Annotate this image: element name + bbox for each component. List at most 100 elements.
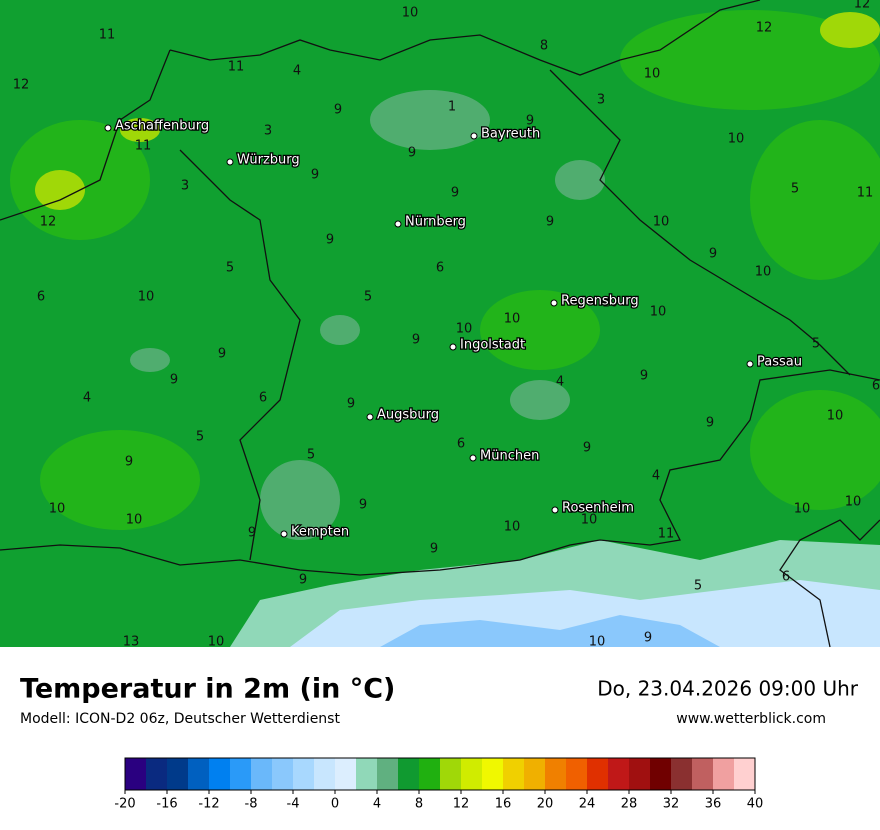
contour-label: 6 xyxy=(37,290,45,305)
contour-label: 9 xyxy=(526,114,534,129)
contour-label: 11 xyxy=(857,186,874,201)
contour-label: 9 xyxy=(412,333,420,348)
tick-label: 8 xyxy=(415,797,423,812)
contour-label: 5 xyxy=(226,261,234,276)
color-box xyxy=(293,758,315,790)
color-box xyxy=(629,758,651,790)
borders xyxy=(0,0,880,648)
tick-label: -8 xyxy=(245,797,258,812)
color-box xyxy=(335,758,357,790)
contour-label: 9 xyxy=(359,498,367,513)
color-box xyxy=(377,758,399,790)
contour-label: 9 xyxy=(170,373,178,388)
city-name: Augsburg xyxy=(377,408,439,423)
city-dot xyxy=(746,360,754,368)
city-dot xyxy=(226,158,234,166)
cities: Aschaffenburg Würzburg Bayreuth Nürnberg Reg… xyxy=(104,117,803,541)
city-dot xyxy=(104,124,112,132)
contour-label: 4 xyxy=(652,469,660,484)
contour-label: 11 xyxy=(135,139,152,154)
contour-label: 9 xyxy=(248,526,256,541)
color-box xyxy=(524,758,546,790)
contour-label: 10 xyxy=(589,635,606,650)
color-box xyxy=(482,758,504,790)
map: 10 12 11 11 4 8 12 12 10 1 9 9 3 3 11 10 9 9 3 9 5 11 12 9 10 9 9 5… xyxy=(0,0,880,650)
contour-label: 10 xyxy=(794,502,811,517)
city-dot xyxy=(280,530,288,538)
contour-label: 9 xyxy=(299,573,307,588)
colorbar: -20 -16 -12 -8 -4 0 4 8 12 16 20 24 28 32 36 40 xyxy=(114,757,763,812)
city-dot xyxy=(470,132,478,140)
site: www.wetterblick.com xyxy=(676,711,826,727)
contour-label: 3 xyxy=(181,179,189,194)
city-name: Kempten xyxy=(291,525,349,540)
color-box xyxy=(713,758,735,790)
contour-label: 4 xyxy=(556,375,564,390)
contour-label: 9 xyxy=(546,215,554,230)
contour-label: 9 xyxy=(218,347,226,362)
color-box xyxy=(419,758,441,790)
contour-label: 10 xyxy=(456,322,473,337)
city-dot xyxy=(551,506,559,514)
color-box xyxy=(356,758,378,790)
color-box xyxy=(230,758,252,790)
tick-label: 0 xyxy=(331,797,339,812)
color-box xyxy=(671,758,693,790)
contour-labels: 10 12 11 11 4 8 12 12 10 1 9 9 3 3 11 10 9 9 3 9 5 11 12 9 10 9 9 5… xyxy=(13,0,880,650)
contour-label: 10 xyxy=(581,513,598,528)
contour-label: 4 xyxy=(293,64,301,79)
contour-label: 9 xyxy=(706,416,714,431)
contour-label: 10 xyxy=(728,132,745,147)
color-box xyxy=(545,758,567,790)
color-box xyxy=(503,758,525,790)
contour-label: 4 xyxy=(83,391,91,406)
color-box xyxy=(440,758,462,790)
warm-spots xyxy=(35,12,880,210)
city-name: Würzburg xyxy=(237,153,300,168)
contour-label: 11 xyxy=(99,28,116,43)
contour-label: 9 xyxy=(334,103,342,118)
contour-label: 12 xyxy=(756,21,773,36)
contour-label: 6 xyxy=(872,379,880,394)
city-dot xyxy=(469,454,477,462)
contour-label: 10 xyxy=(845,495,862,510)
contour-label: 10 xyxy=(602,296,619,311)
city-name: München xyxy=(480,449,539,464)
warm-patches xyxy=(10,10,880,530)
color-box xyxy=(608,758,630,790)
color-box xyxy=(587,758,609,790)
contour-label: 9 xyxy=(347,397,355,412)
contour-label: 10 xyxy=(755,265,772,280)
color-box xyxy=(167,758,189,790)
color-box xyxy=(251,758,273,790)
color-box xyxy=(125,758,147,790)
contour-label: 9 xyxy=(311,168,319,183)
tick-label: -4 xyxy=(287,797,300,812)
contour-label: 8 xyxy=(540,39,548,54)
contour-label: 6 xyxy=(457,437,465,452)
alps-colder xyxy=(380,615,720,647)
contour-label: 3 xyxy=(264,124,272,139)
tick-label: 20 xyxy=(537,797,554,812)
tick-label: -12 xyxy=(198,797,219,812)
tick-label: 4 xyxy=(373,797,381,812)
color-box xyxy=(566,758,588,790)
city-dot xyxy=(449,343,457,351)
color-box xyxy=(272,758,294,790)
contour-label: 5 xyxy=(307,448,315,463)
title: Temperatur in 2m (in °C) xyxy=(20,674,395,705)
city-name: Passau xyxy=(757,355,802,370)
color-box xyxy=(314,758,336,790)
contour-label: 6 xyxy=(782,570,790,585)
color-box xyxy=(146,758,168,790)
contour-label: 10 xyxy=(504,520,521,535)
contour-label: 11 xyxy=(658,527,675,542)
city-name: Regensburg xyxy=(561,294,639,309)
color-box xyxy=(734,758,756,790)
contour-label: 9 xyxy=(430,542,438,557)
contour-label: 10 xyxy=(644,67,661,82)
contour-label: 12 xyxy=(854,0,871,12)
color-box xyxy=(188,758,210,790)
contour-label: 13 xyxy=(123,635,140,650)
cool-patches xyxy=(130,90,605,540)
